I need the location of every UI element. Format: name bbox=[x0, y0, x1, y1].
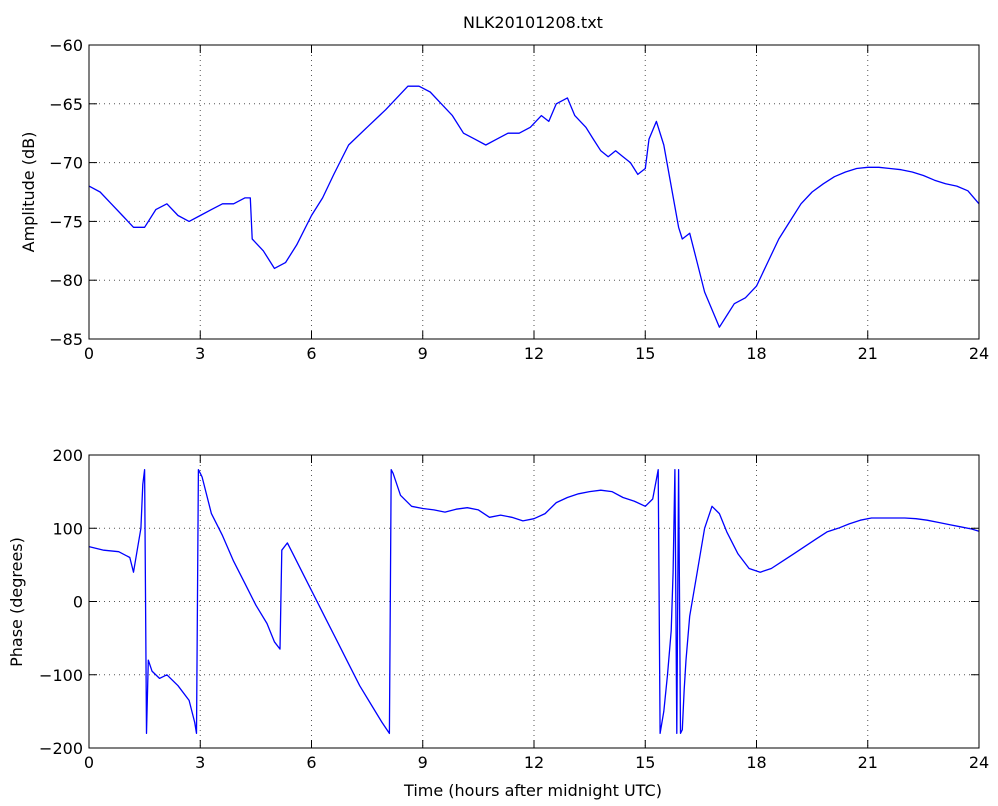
amplitude-y-tick-label: −60 bbox=[49, 36, 83, 55]
amplitude-x-tick-label: 0 bbox=[84, 344, 94, 363]
phase-x-tick-label: 3 bbox=[195, 753, 205, 772]
amplitude-plot: 0 3 6 9 12 15 18 21 24 −85 −80 −75 −70 −65 −60 bbox=[49, 36, 989, 363]
amplitude-x-tick-label: 9 bbox=[418, 344, 428, 363]
amplitude-x-tick-label: 12 bbox=[524, 344, 544, 363]
amplitude-x-tick-label: 21 bbox=[858, 344, 878, 363]
amplitude-x-tick-label: 6 bbox=[306, 344, 316, 363]
phase-y-axis-label: Phase (degrees) bbox=[7, 537, 26, 667]
phase-x-axis-label: Time (hours after midnight UTC) bbox=[403, 781, 662, 800]
phase-plot: 0 3 6 9 12 15 18 21 24 −200 −100 0 100 200 bbox=[39, 446, 989, 772]
phase-x-tick-label: 9 bbox=[418, 753, 428, 772]
amplitude-x-tick-label: 3 bbox=[195, 344, 205, 363]
phase-x-tick-label: 6 bbox=[306, 753, 316, 772]
chart-title: NLK20101208.txt bbox=[463, 13, 603, 32]
amplitude-y-tick-label: −75 bbox=[49, 212, 83, 231]
phase-y-tick-label: 200 bbox=[52, 446, 83, 465]
amplitude-x-tick-label: 18 bbox=[746, 344, 766, 363]
phase-x-tick-label: 18 bbox=[746, 753, 766, 772]
amplitude-plot-area bbox=[89, 45, 979, 339]
phase-x-tick-label: 24 bbox=[969, 753, 989, 772]
phase-y-tick-label: 0 bbox=[73, 593, 83, 612]
amplitude-x-tick-label: 15 bbox=[635, 344, 655, 363]
amplitude-y-tick-label: −80 bbox=[49, 271, 83, 290]
phase-x-tick-label: 12 bbox=[524, 753, 544, 772]
amplitude-series-line bbox=[88, 85, 980, 328]
amplitude-x-tick-label: 24 bbox=[969, 344, 989, 363]
phase-x-tick-label: 15 bbox=[635, 753, 655, 772]
phase-y-tick-label: −100 bbox=[39, 666, 83, 685]
amplitude-y-tick-label: −85 bbox=[49, 330, 83, 349]
amplitude-y-axis-label: Amplitude (dB) bbox=[19, 132, 38, 253]
amplitude-y-tick-label: −70 bbox=[49, 154, 83, 173]
phase-y-tick-label: −200 bbox=[39, 739, 83, 758]
phase-x-tick-label: 21 bbox=[858, 753, 878, 772]
amplitude-y-tick-label: −65 bbox=[49, 95, 83, 114]
phase-y-tick-label: 100 bbox=[52, 519, 83, 538]
phase-x-tick-label: 0 bbox=[84, 753, 94, 772]
phase-series-line bbox=[88, 469, 980, 735]
